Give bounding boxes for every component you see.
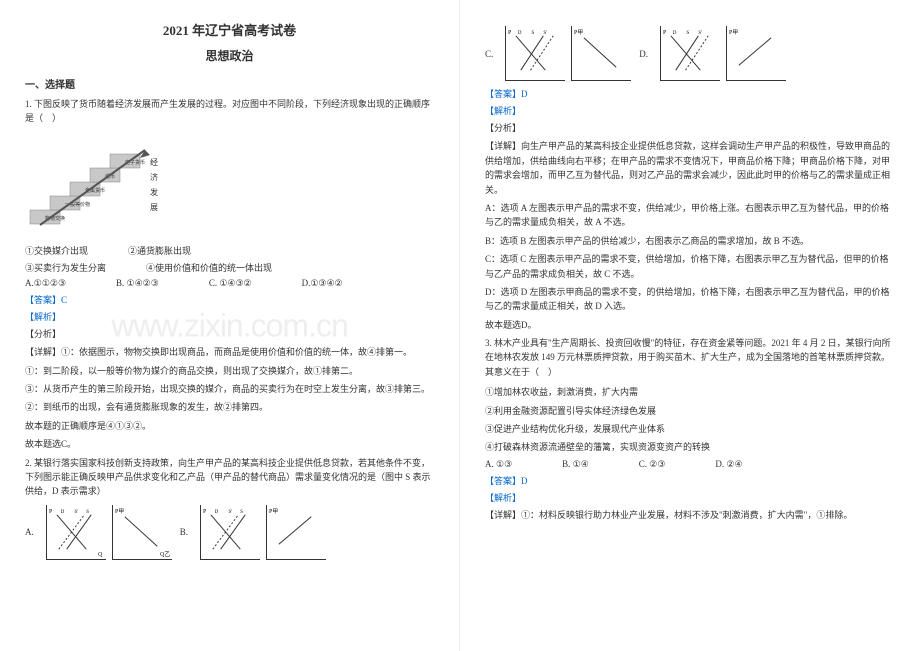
- q3-stem: 3. 林木产业具有"生产周期长、投资回收慢"的特征，存在资金紧等问题。2021 …: [485, 336, 895, 379]
- svg-text:P甲: P甲: [729, 29, 738, 36]
- q2-labelA: A.: [25, 527, 34, 537]
- q3-choiceD: D. ②④: [715, 459, 742, 470]
- q1-choiceD: D.①③④②: [302, 278, 343, 289]
- q2-detailC: C：选项 C 左图表示甲产品的需求不变，供给增加，价格下降，右图表示甲乙互为替代…: [485, 252, 895, 281]
- svg-text:P甲: P甲: [269, 508, 278, 515]
- q3-opt2: ②利用金融资源配置引导实体经济绿色发展: [485, 404, 895, 418]
- q2-charts-AB: A. P Q D S' S P甲 Q乙 B. P D S': [25, 505, 434, 560]
- q1-choiceB: B. ①④②③: [116, 278, 159, 289]
- svg-text:D: D: [518, 31, 522, 36]
- q3-choices: A. ①③ B. ①④ C. ②③ D. ②④: [485, 459, 895, 470]
- chart-B2: P甲: [266, 505, 326, 560]
- q1-fenxi: 【分析】: [25, 327, 434, 341]
- sub-title: 思想政治: [25, 47, 434, 64]
- svg-text:展: 展: [150, 203, 158, 212]
- svg-text:S: S: [532, 31, 535, 36]
- q2-labelB: B.: [180, 527, 188, 537]
- q1-opt4: ④使用价值和价值的统一体出现: [146, 261, 272, 274]
- svg-text:S': S': [74, 510, 78, 515]
- q1-opt3: ③买卖行为发生分离: [25, 261, 106, 274]
- q1-detail3: ③：从货币产生的第三阶段开始，出现交换的媒介，商品的买卖行为在时空上发生分离，故…: [25, 382, 434, 396]
- q1-choices: A.①①②③ B. ①④②③ C. ①④③② D.①③④②: [25, 278, 434, 289]
- q2-answer: 【答案】D: [485, 87, 895, 100]
- q3-choiceC: C. ②③: [639, 459, 666, 470]
- q3-choiceB: B. ①④: [562, 459, 589, 470]
- q3-opt1: ①增加林农收益，刺激消费，扩大内需: [485, 385, 895, 399]
- svg-text:P: P: [203, 509, 207, 515]
- left-page: www.zixin.com.cn 2021 年辽宁省高考试卷 思想政治 一、选择…: [0, 0, 460, 651]
- svg-text:S: S: [687, 31, 690, 36]
- svg-text:P: P: [49, 509, 53, 515]
- svg-text:经: 经: [150, 157, 158, 167]
- svg-text:Q: Q: [98, 552, 103, 558]
- chart-A2: P甲 Q乙: [112, 505, 172, 560]
- q3-analysis-label: 【解析】: [485, 491, 895, 504]
- right-page: C. P D S S' P甲 D. P D S S': [460, 0, 920, 651]
- svg-text:D: D: [215, 510, 219, 515]
- main-title: 2021 年辽宁省高考试卷: [25, 20, 434, 39]
- q2-detail-final: 故本题选D。: [485, 318, 895, 332]
- q2-fenxi: 【分析】: [485, 121, 895, 135]
- chart-pair-D: P D S S' P甲: [660, 26, 786, 81]
- svg-text:S': S': [698, 31, 702, 36]
- q3-opt4: ④打破森林资源流通壁垒的藩篱，实现资源变资产的转换: [485, 440, 895, 454]
- q2-detailB: B：选项 B 左图表示甲产品的供给减少，右图表示乙商品的需求增加，故 B 不选。: [485, 234, 895, 248]
- svg-text:P: P: [663, 30, 667, 36]
- q2-stem: 2. 某银行落实国家科技创新支持政策，向生产甲产品的某高科技企业提供低息贷款，若…: [25, 456, 434, 499]
- chart-B1: P D S' S: [200, 505, 260, 560]
- stairs-diagram: 物物交换 一般等价物 金属货币 纸币 电子货币 经 济 发 展: [25, 140, 165, 230]
- q3-answer: 【答案】D: [485, 474, 895, 487]
- svg-text:D: D: [673, 31, 677, 36]
- svg-text:S: S: [86, 510, 89, 515]
- q1-choiceA: A.①①②③: [25, 278, 66, 289]
- q1-opt1: ①交换媒介出现: [25, 244, 88, 257]
- q2-detailA: A：选项 A 左图表示甲产品的需求不变，供给减少，甲价格上涨。右图表示甲乙互为替…: [485, 201, 895, 230]
- q1-opt2: ②通货膨胀出现: [128, 244, 191, 257]
- q1-stem: 1. 下图反映了货币随着经济发展而产生发展的过程。对应图中不同阶段，下列经济现象…: [25, 97, 434, 126]
- q1-detail1: 【详解】①：依据图示，物物交换即出现商品，而商品是使用价值和价值的统一体，故④排…: [25, 345, 434, 359]
- chart-C1: P D S S': [505, 26, 565, 81]
- q1-analysis-label: 【解析】: [25, 310, 434, 323]
- chart-D2: P甲: [726, 26, 786, 81]
- q3-detail1: 【详解】①：材料反映银行助力林业产业发展，材料不涉及"刺激消费，扩大内需"，①排…: [485, 508, 895, 522]
- chart-A1: P Q D S' S: [46, 505, 106, 560]
- svg-text:Q乙: Q乙: [160, 551, 170, 558]
- q1-choiceC: C. ①④③②: [209, 278, 252, 289]
- svg-text:S: S: [240, 510, 243, 515]
- svg-text:P: P: [508, 30, 512, 36]
- q3-choiceA: A. ①③: [485, 459, 512, 470]
- q1-options-34: ③买卖行为发生分离 ④使用价值和价值的统一体出现: [25, 261, 434, 274]
- q2-detail1: 【详解】向生产甲产品的某高科技企业提供低息贷款，这样会调动生产甲产品的积极性，导…: [485, 139, 895, 197]
- svg-text:S': S': [229, 510, 233, 515]
- q1-detail5: 故本题的正确顺序是④①③②。: [25, 419, 434, 433]
- chart-pair-C: P D S S' P甲: [505, 26, 631, 81]
- q2-labelC: C.: [485, 49, 493, 59]
- q2-detailD: D：选项 D 左图表示甲商品的需求不变，的供给增加，价格下降，右图表示甲乙互为替…: [485, 285, 895, 314]
- svg-text:P甲: P甲: [115, 508, 124, 515]
- chart-C2: P甲: [571, 26, 631, 81]
- q1-detail4: ②：到纸币的出现，会有通货膨胀现象的发生，故②排第四。: [25, 400, 434, 414]
- q2-labelD: D.: [639, 49, 648, 59]
- chart-D1: P D S S': [660, 26, 720, 81]
- svg-text:S': S': [544, 31, 548, 36]
- svg-text:D: D: [61, 510, 65, 515]
- svg-text:发: 发: [150, 187, 158, 197]
- chart-pair-A: P Q D S' S P甲 Q乙: [46, 505, 172, 560]
- svg-text:P甲: P甲: [574, 29, 583, 36]
- section-header: 一、选择题: [25, 76, 434, 91]
- q2-charts-CD: C. P D S S' P甲 D. P D S S': [485, 26, 895, 81]
- q1-detail2: ①：到二阶段，以一般等价物为媒介的商品交换，则出现了交换媒介，故①排第二。: [25, 364, 434, 378]
- chart-pair-B: P D S' S P甲: [200, 505, 326, 560]
- q2-analysis-label: 【解析】: [485, 104, 895, 117]
- q1-options-12: ①交换媒介出现 ②通货膨胀出现: [25, 244, 434, 257]
- svg-text:济: 济: [150, 172, 158, 182]
- q1-answer: 【答案】C: [25, 293, 434, 306]
- q1-detail6: 故本题选C。: [25, 437, 434, 451]
- q3-opt3: ③促进产业结构优化升级，发展现代产业体系: [485, 422, 895, 436]
